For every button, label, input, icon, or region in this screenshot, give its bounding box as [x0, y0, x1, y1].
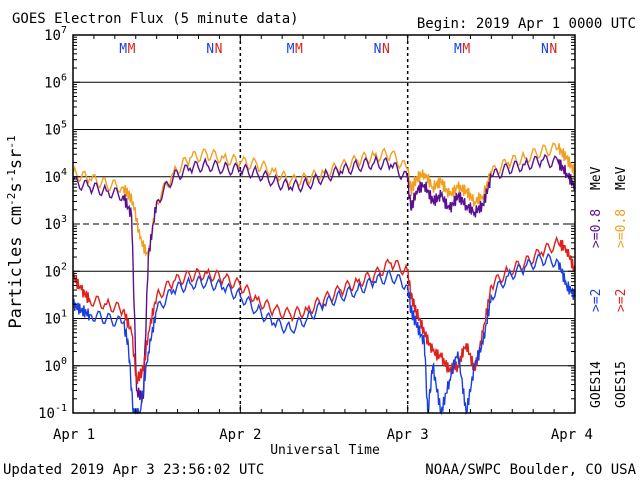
x-axis-ticks: Apr 1 Apr 2 Apr 3 Apr 4	[53, 35, 593, 443]
y-axis-ticks: 10-1 100 101 102 103 104 105 106 107	[38, 25, 575, 422]
event-marker: N	[374, 42, 382, 57]
event-marker: N	[541, 42, 549, 57]
x-tick-label: Apr 2	[219, 427, 261, 443]
series-goes15-2-mev	[72, 235, 576, 385]
y-axis-label: Particles cm-2s-1sr-1	[5, 135, 26, 328]
begin-time: Begin: 2019 Apr 1 0000 UTC	[417, 16, 636, 32]
x-axis-label: Universal Time	[270, 443, 380, 458]
x-tick-label: Apr 3	[387, 427, 429, 443]
event-marker: N	[382, 42, 390, 57]
legend-goes15-2mev: >=2	[614, 289, 629, 312]
event-marker: M	[119, 42, 127, 57]
event-marker: N	[206, 42, 214, 57]
chart-title: GOES Electron Flux (5 minute data)	[12, 11, 299, 27]
credit-text: NOAA/SWPC Boulder, CO USA	[425, 462, 636, 478]
event-marker: M	[462, 42, 470, 57]
event-marker: M	[295, 42, 303, 57]
series-group	[72, 142, 576, 416]
legend-sat-goes15: GOES15	[614, 361, 629, 408]
legend-sat-goes14: GOES14	[589, 361, 604, 408]
updated-time: Updated 2019 Apr 3 23:56:02 UTC	[3, 462, 264, 478]
event-marker: M	[128, 42, 136, 57]
legend: GOES14 GOES15 >=2 >=2 >=0.8 >=0.8 MeV MeV	[589, 166, 629, 408]
y-tick-label: 104	[44, 167, 67, 186]
series-goes14-0-8-mev	[72, 153, 576, 403]
legend-goes15-08mev: >=0.8	[614, 209, 629, 248]
event-marker: N	[215, 42, 223, 57]
x-tick-label: Apr 1	[53, 427, 95, 443]
event-marker: M	[287, 42, 295, 57]
y-tick-label: 102	[44, 261, 67, 280]
legend-unit: MeV	[614, 166, 629, 190]
series-goes15-0-8-mev	[72, 142, 576, 258]
y-tick-label: 105	[44, 120, 67, 139]
legend-unit: MeV	[589, 166, 604, 190]
event-marker: M	[454, 42, 462, 57]
y-tick-label: 10-1	[38, 403, 67, 422]
legend-goes14-2mev: >=2	[589, 289, 604, 312]
y-tick-label: 101	[44, 309, 67, 328]
y-tick-label: 107	[44, 25, 67, 44]
y-tick-label: 100	[44, 356, 67, 375]
event-marker: N	[549, 42, 557, 57]
x-tick-label: Apr 4	[551, 427, 593, 443]
y-tick-label: 103	[44, 214, 67, 233]
legend-goes14-08mev: >=0.8	[589, 209, 604, 248]
y-tick-label: 106	[44, 72, 67, 91]
